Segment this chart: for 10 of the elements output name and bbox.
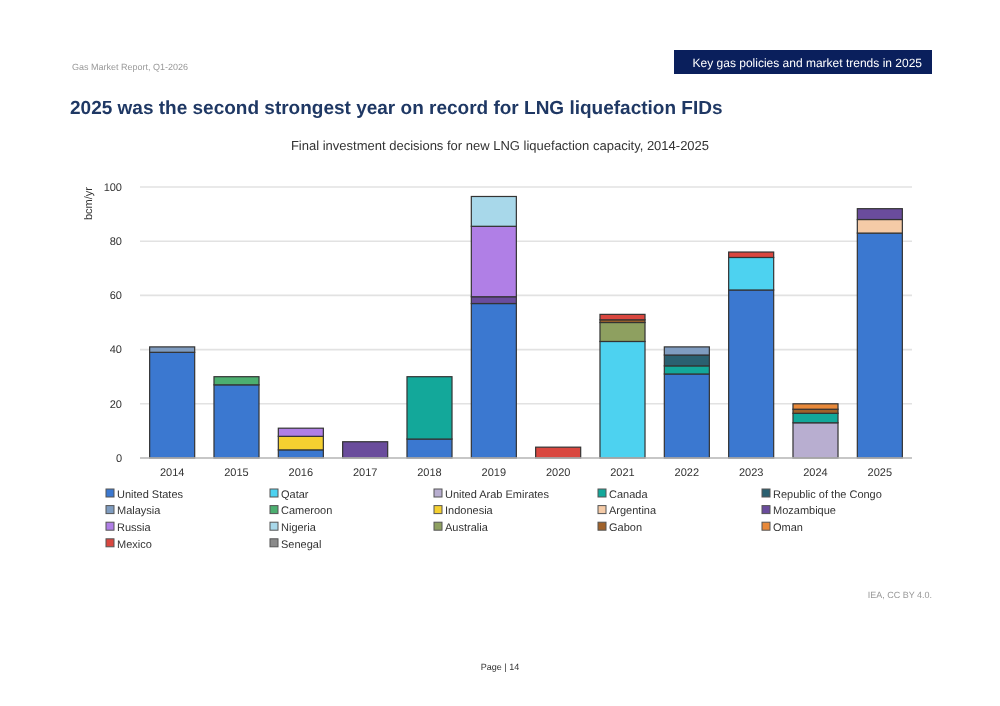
bar — [663, 354, 710, 367]
bar — [213, 384, 260, 459]
bar — [792, 403, 839, 410]
bar — [470, 302, 517, 459]
bar — [149, 351, 196, 459]
chart-title: 2025 was the second strongest year on record for LNG liquefaction FIDs — [70, 98, 723, 120]
bar — [277, 435, 324, 451]
bar — [342, 441, 389, 459]
bar — [792, 422, 839, 459]
bar — [663, 373, 710, 459]
